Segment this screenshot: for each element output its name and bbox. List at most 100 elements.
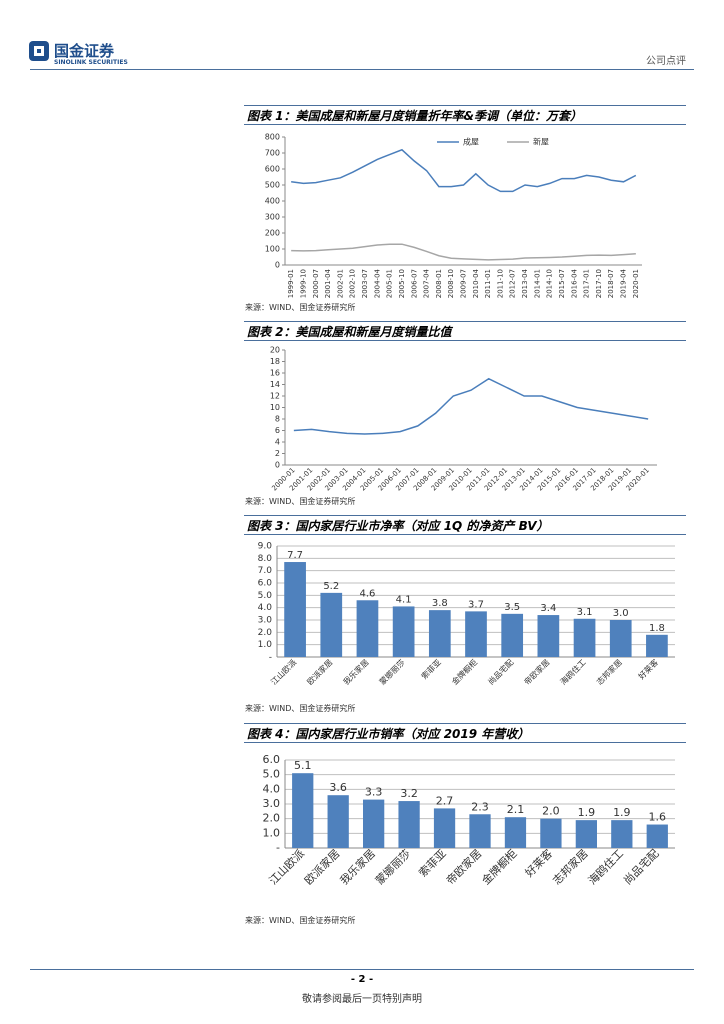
- value-label: 1.9: [578, 806, 596, 819]
- y-tick-label: 8.0: [258, 554, 273, 564]
- y-tick-label: 12: [270, 392, 280, 401]
- x-tick-label: 江山欧派: [269, 657, 299, 687]
- x-tick-label: 蒙娜丽莎: [377, 657, 407, 687]
- y-tick-label: -: [276, 841, 280, 854]
- x-tick-label: 金牌橱柜: [449, 657, 479, 687]
- value-label: 3.4: [540, 603, 556, 614]
- value-label: 3.1: [577, 607, 593, 618]
- bar: [646, 634, 668, 657]
- value-label: 3.3: [365, 786, 383, 799]
- x-tick-label: 2010-04: [472, 268, 480, 298]
- y-tick-label: 10: [270, 403, 280, 412]
- page-number: - 2 -: [350, 974, 374, 985]
- x-tick-label: 2020-01: [632, 269, 640, 298]
- figure-title: 图表 2：美国成屋和新屋月度销量比值: [244, 321, 686, 341]
- y-tick-label: 2.0: [258, 628, 273, 638]
- x-tick-label: 2015-07: [558, 269, 566, 298]
- x-tick-label: 2012-07: [509, 269, 517, 298]
- y-tick-label: 14: [270, 380, 280, 389]
- value-label: 2.3: [471, 800, 489, 813]
- value-label: 1.9: [613, 806, 631, 819]
- x-tick-label: 2017-10: [595, 269, 603, 298]
- chart: 0 100 200 300 400 500 600 700 800 1999-01 1999-10 2…: [265, 133, 642, 298]
- value-label: 5.1: [294, 759, 312, 772]
- x-tick-label: 2019-04: [620, 268, 628, 298]
- bar: [356, 600, 379, 657]
- value-label: 3.5: [504, 602, 520, 613]
- chart: 024681012141618202000-012001-012002-0120…: [270, 346, 657, 493]
- y-tick-label: 1.0: [263, 826, 281, 839]
- x-tick-label: 海鸥住工: [585, 846, 626, 887]
- x-tick-label: 2003-07: [361, 269, 369, 298]
- y-tick-label: 1.0: [258, 640, 273, 650]
- footer-rule: [30, 969, 694, 970]
- bar: [469, 814, 491, 848]
- source: 来源：WIND、国金证券研究所: [245, 303, 356, 312]
- x-tick-label: 索菲亚: [419, 657, 443, 681]
- x-tick-label: 志邦家居: [550, 846, 591, 887]
- figure-title: 图表 4：国内家居行业市销率（对应 2019 年营收）: [244, 723, 686, 743]
- y-tick-label: 100: [265, 245, 280, 254]
- bar: [504, 817, 527, 848]
- value-label: 1.8: [649, 623, 665, 634]
- x-tick-label: 帝欧家居: [522, 657, 552, 687]
- bar: [428, 610, 451, 657]
- x-tick-label: 2017-01: [583, 269, 591, 298]
- source: 来源：WIND、国金证券研究所: [245, 704, 356, 713]
- value-label: 2.0: [542, 805, 560, 818]
- y-tick-label: 4.0: [263, 782, 281, 795]
- value-label: 3.6: [329, 781, 347, 794]
- value-label: 3.7: [468, 599, 484, 610]
- x-tick-label: 2014-10: [546, 269, 554, 298]
- y-tick-label: 18: [270, 357, 280, 366]
- x-tick-label: 海鸥住工: [558, 657, 588, 687]
- x-tick-label: 2008-10: [447, 269, 455, 298]
- y-tick-label: 20: [270, 346, 280, 355]
- x-tick-label: 2016-04: [570, 268, 578, 298]
- logo-text: 国金证券: [54, 42, 115, 60]
- x-tick-label: 2005-10: [398, 269, 406, 298]
- x-tick-label: 帝欧家居: [443, 846, 484, 887]
- y-tick-label: 300: [265, 213, 280, 222]
- x-tick-label: 2001-04: [324, 268, 332, 298]
- x-tick-label: 2009-07: [460, 269, 468, 298]
- disclaimer: 敬请参阅最后一页特别声明: [302, 994, 422, 1005]
- y-tick-label: 4.0: [258, 603, 273, 613]
- x-tick-label: 欧派家居: [305, 657, 335, 687]
- bar: [320, 592, 343, 657]
- y-tick-label: 6: [275, 426, 280, 435]
- bar: [398, 801, 420, 848]
- x-tick-label: 2002-10: [349, 269, 357, 298]
- bar: [363, 799, 385, 848]
- value-label: 4.1: [396, 594, 412, 605]
- value-label: 7.7: [287, 550, 303, 561]
- bar: [573, 618, 596, 657]
- y-tick-label: 9.0: [258, 542, 273, 552]
- figure-title: 图表 3：国内家居行业市净率（对应 1Q 的净资产 BV）: [244, 515, 686, 535]
- x-tick-label: 2006-07: [410, 269, 418, 298]
- x-tick-label: 尚品宅配: [621, 846, 662, 887]
- y-tick-label: -: [269, 653, 272, 663]
- y-tick-label: 2: [275, 449, 280, 458]
- x-tick-label: 2018-07: [607, 269, 615, 298]
- logo-svg: [29, 41, 49, 61]
- header-rule: [30, 69, 694, 70]
- y-tick-label: 600: [265, 165, 280, 174]
- y-tick-label: 700: [265, 149, 280, 158]
- value-label: 5.2: [323, 581, 339, 592]
- bar: [433, 808, 456, 848]
- y-tick-label: 0: [275, 461, 280, 470]
- bar: [501, 613, 524, 657]
- bar: [537, 615, 560, 657]
- value-label: 2.7: [436, 794, 454, 807]
- bar: [609, 620, 632, 657]
- x-tick-label: 1999-01: [287, 269, 295, 298]
- y-tick-label: 200: [265, 229, 280, 238]
- value-label: 4.6: [360, 588, 376, 599]
- value-label: 1.6: [649, 811, 667, 824]
- x-tick-label: 2000-07: [312, 269, 320, 298]
- x-tick-label: 我乐家居: [341, 657, 371, 687]
- value-label: 3.2: [400, 787, 418, 800]
- x-tick-label: 江山欧派: [267, 847, 307, 887]
